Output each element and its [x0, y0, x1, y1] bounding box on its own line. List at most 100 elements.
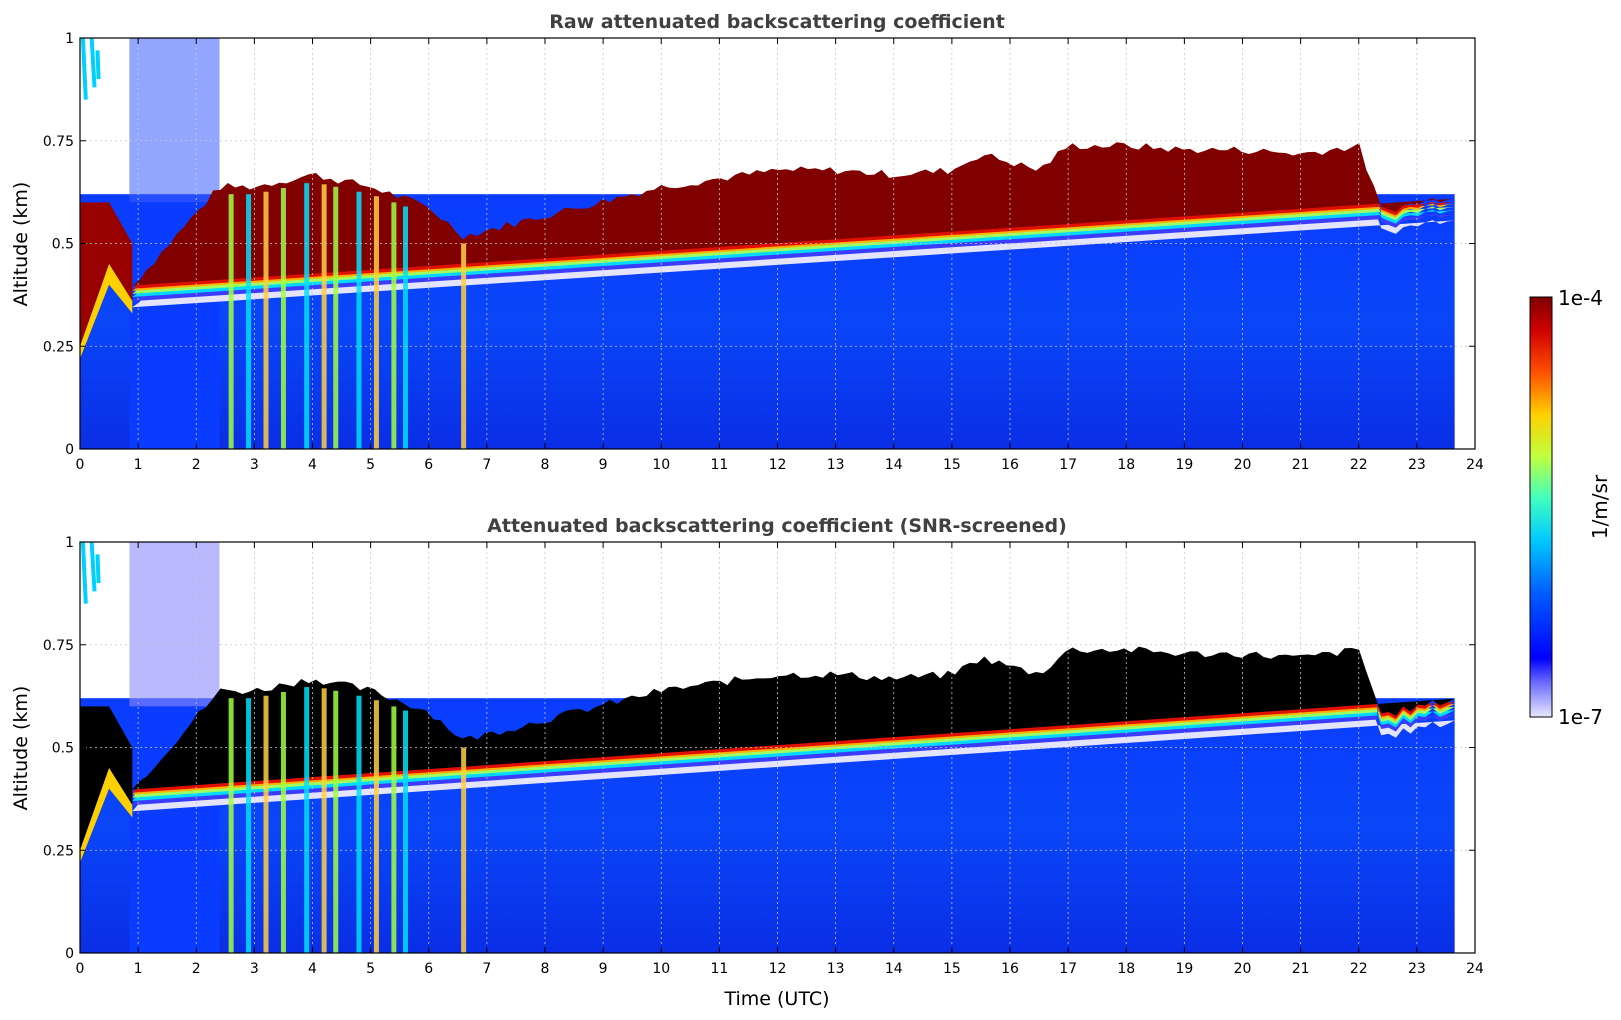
x-tick-label: 24 — [1466, 961, 1484, 977]
precipitation-streak — [356, 191, 362, 449]
colorbar-gradient — [1529, 296, 1553, 718]
precipitation-streak — [333, 690, 339, 953]
early-cloud — [80, 706, 133, 851]
x-tick-label: 9 — [599, 457, 608, 473]
precipitation-streak — [321, 184, 327, 449]
colorbar-max-label: 1e-4 — [1558, 286, 1603, 310]
y-tick-label: 0.25 — [43, 843, 74, 859]
x-tick-label: 2 — [192, 961, 201, 977]
colorbar: 1e-4 1e-7 1/m/sr — [1529, 286, 1612, 729]
x-tick-label: 10 — [652, 457, 670, 473]
y-axis-label: Altitude (km) — [10, 182, 32, 307]
x-tick-label: 6 — [424, 457, 433, 473]
x-tick-label: 0 — [76, 961, 85, 977]
x-tick-label: 15 — [943, 457, 961, 473]
x-tick-label: 14 — [885, 457, 903, 473]
x-axis: 0 1 2 3 4 5 6 7 8 9 10 11 12 13 14 15 16 17 18 19 20 21 22 23 24 — [76, 38, 1484, 473]
x-tick-label: 9 — [599, 961, 608, 977]
precipitation-streak — [403, 206, 408, 449]
precipitation-streak — [461, 747, 467, 953]
noise-region — [129, 542, 220, 707]
y-tick-label: 1 — [65, 31, 74, 47]
x-tick-label: 16 — [1001, 457, 1019, 473]
heatmap-area — [80, 38, 1455, 449]
x-tick-label: 11 — [710, 457, 728, 473]
x-axis-label: Time (UTC) — [723, 988, 829, 1010]
x-tick-label: 12 — [769, 961, 787, 977]
x-tick-label: 13 — [827, 961, 845, 977]
panel-title: Attenuated backscattering coefficient (S… — [487, 515, 1067, 537]
y-tick-label: 0.75 — [43, 638, 74, 654]
x-tick-label: 7 — [482, 457, 491, 473]
y-tick-label: 0 — [65, 946, 74, 962]
precipitation-streak — [391, 202, 397, 449]
x-tick-label: 4 — [308, 961, 317, 977]
early-cloud-edge — [80, 768, 133, 863]
x-tick-label: 19 — [1175, 961, 1193, 977]
x-tick-label: 18 — [1117, 457, 1135, 473]
y-tick-label: 1 — [65, 535, 74, 551]
y-tick-label: 0.5 — [52, 237, 74, 253]
precipitation-streak — [321, 688, 327, 953]
y-axis: 0 0.25 0.5 0.75 1 — [43, 31, 1475, 458]
precipitation-streak — [304, 687, 310, 953]
precipitation-streak — [263, 695, 269, 953]
y-tick-label: 0.25 — [43, 339, 74, 355]
x-tick-label: 17 — [1059, 457, 1077, 473]
precipitation-streak — [304, 183, 310, 449]
precipitation-streak — [356, 695, 362, 953]
precipitation-streak — [228, 698, 234, 953]
precipitation-streak — [461, 243, 467, 449]
x-tick-label: 19 — [1175, 457, 1193, 473]
x-tick-label: 2 — [192, 457, 201, 473]
x-tick-label: 0 — [76, 457, 85, 473]
x-tick-label: 8 — [541, 961, 550, 977]
x-tick-label: 10 — [652, 961, 670, 977]
x-tick-label: 6 — [424, 961, 433, 977]
x-tick-label: 23 — [1408, 961, 1426, 977]
panel-title: Raw attenuated backscattering coefficien… — [549, 11, 1005, 33]
x-tick-label: 1 — [134, 457, 143, 473]
x-axis: 0 1 2 3 4 5 6 7 8 9 10 11 12 13 14 15 16 17 18 19 20 21 22 23 24 — [76, 542, 1484, 977]
x-tick-label: 15 — [943, 961, 961, 977]
early-high-signal — [80, 38, 101, 100]
precipitation-streak — [280, 188, 286, 449]
precipitation-streak — [391, 706, 397, 953]
heatmap-area — [80, 542, 1455, 953]
y-tick-label: 0.5 — [52, 741, 74, 757]
x-tick-label: 13 — [827, 457, 845, 473]
x-tick-label: 16 — [1001, 961, 1019, 977]
x-tick-label: 5 — [366, 961, 375, 977]
y-axis-label: Altitude (km) — [10, 686, 32, 811]
x-tick-label: 21 — [1292, 961, 1310, 977]
x-tick-label: 12 — [769, 457, 787, 473]
x-tick-label: 24 — [1466, 457, 1484, 473]
x-tick-label: 4 — [308, 457, 317, 473]
colorbar-min-label: 1e-7 — [1558, 705, 1603, 729]
x-tick-label: 23 — [1408, 457, 1426, 473]
precipitation-streak — [280, 692, 286, 953]
precipitation-streak — [246, 698, 252, 953]
precipitation-streak — [373, 700, 379, 953]
x-tick-label: 21 — [1292, 457, 1310, 473]
x-tick-label: 8 — [541, 457, 550, 473]
panel-snr-screened: Attenuated backscattering coefficient (S… — [10, 515, 1484, 1010]
x-tick-label: 18 — [1117, 961, 1135, 977]
precipitation-streak — [403, 710, 408, 953]
x-tick-label: 17 — [1059, 961, 1077, 977]
x-tick-label: 11 — [710, 961, 728, 977]
x-tick-label: 14 — [885, 961, 903, 977]
noise-region — [129, 38, 220, 203]
y-tick-label: 0.75 — [43, 134, 74, 150]
colorbar-label: 1/m/sr — [1588, 474, 1612, 539]
precipitation-streak — [333, 186, 339, 449]
x-tick-label: 3 — [250, 457, 259, 473]
grid — [80, 542, 1475, 953]
precipitation-streak — [373, 196, 379, 449]
precipitation-streak — [228, 194, 234, 449]
precipitation-streak — [263, 191, 269, 449]
x-tick-label: 22 — [1350, 961, 1368, 977]
y-tick-label: 0 — [65, 442, 74, 458]
x-tick-label: 7 — [482, 961, 491, 977]
